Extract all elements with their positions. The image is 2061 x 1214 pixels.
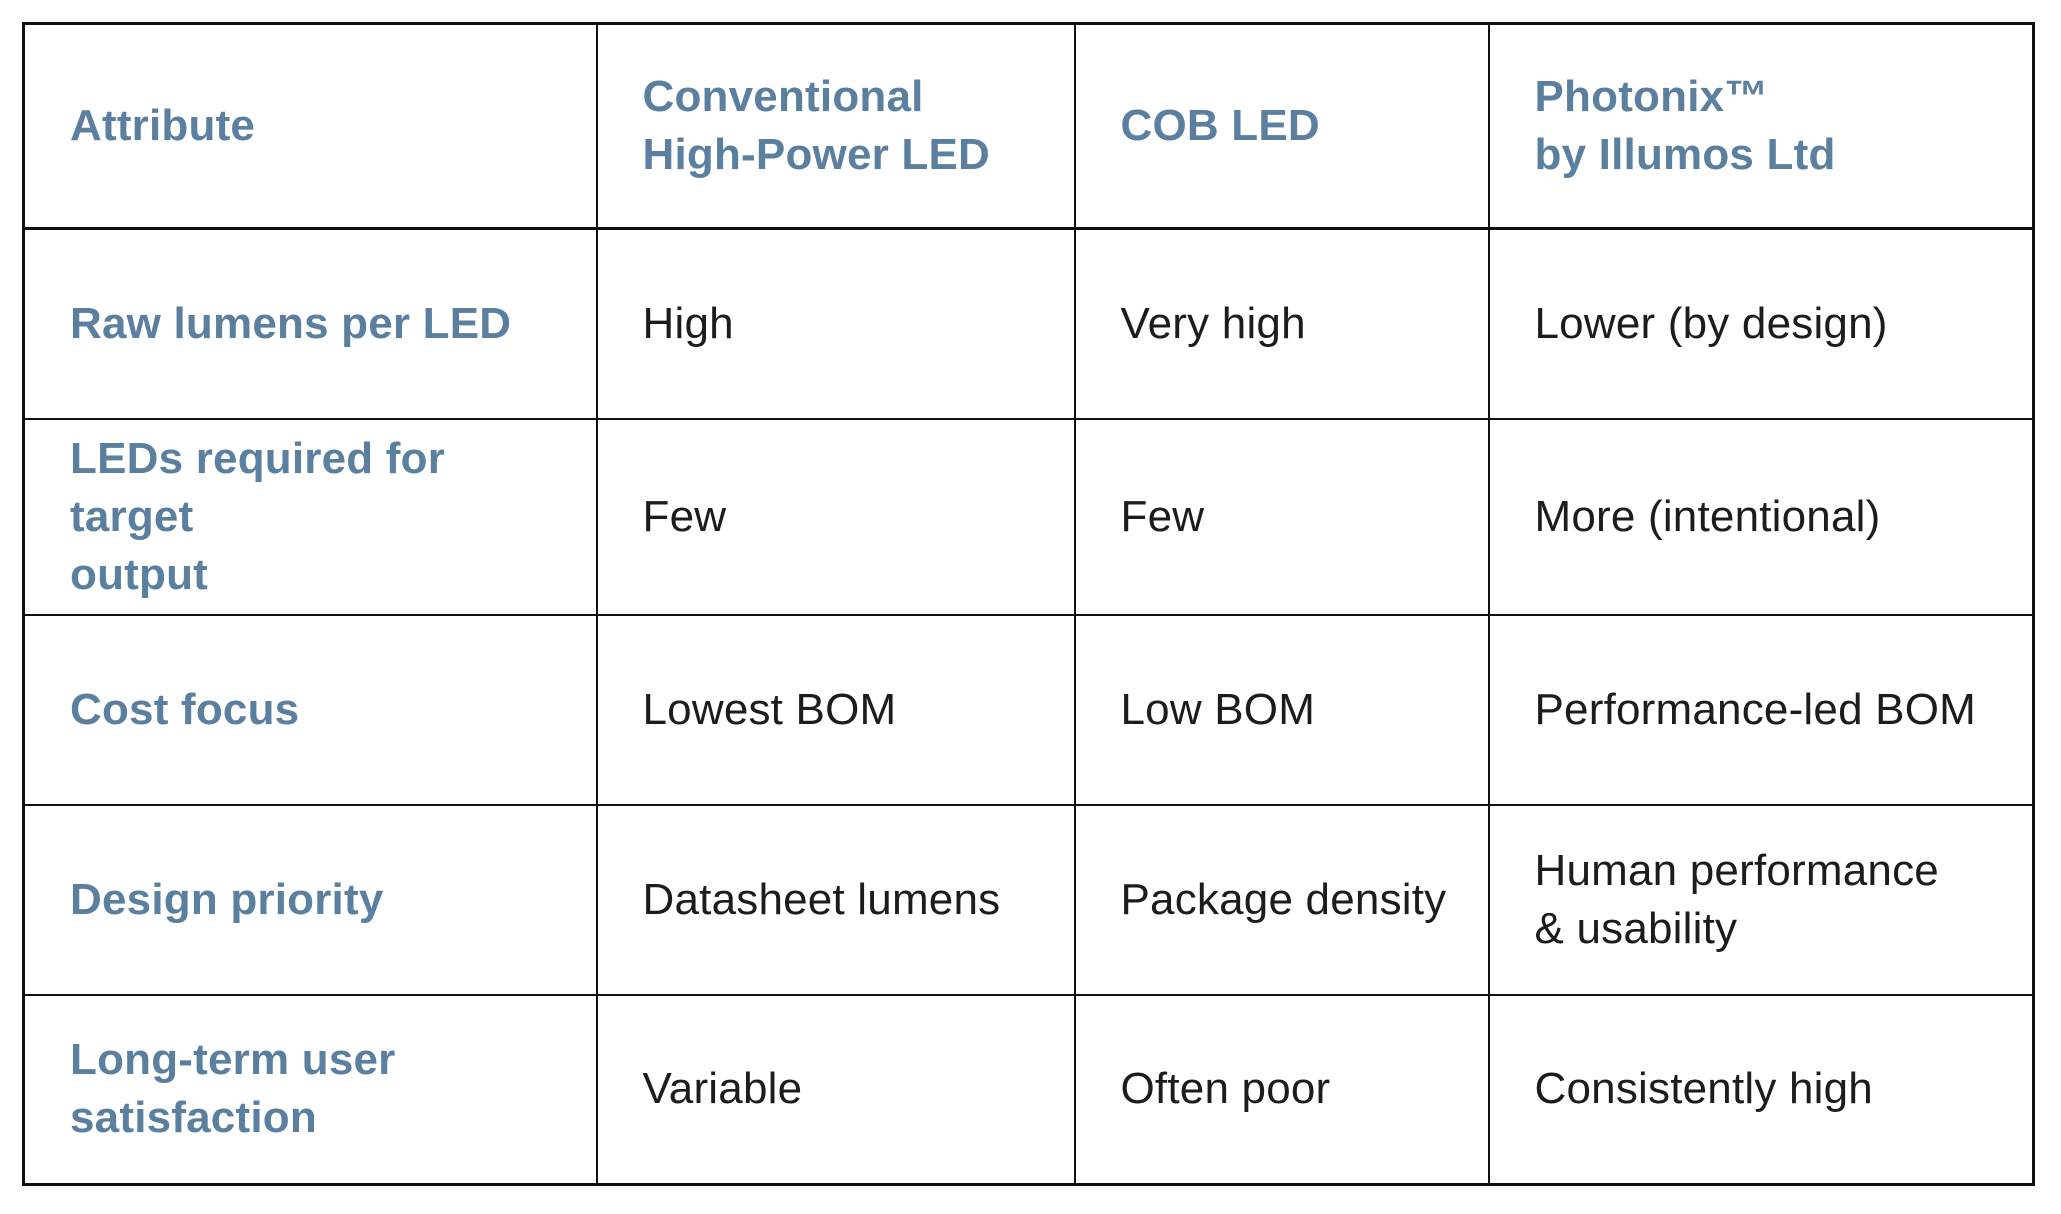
cell-value: Few — [1073, 417, 1490, 616]
header-cell-attribute: Attribute — [22, 22, 598, 230]
header-cell-cob-led: COB LED — [1073, 22, 1490, 230]
table-row-design-priority: Design priority Datasheet lumens Package… — [22, 803, 2035, 996]
row-label: Design priority — [22, 803, 598, 996]
row-label: LEDs required for target output — [22, 417, 598, 616]
cell-value: Very high — [1073, 227, 1490, 420]
cell-value: Performance-led BOM — [1487, 613, 2035, 806]
cell-value: Low BOM — [1073, 613, 1490, 806]
row-label: Cost focus — [22, 613, 598, 806]
cell-value: Package density — [1073, 803, 1490, 996]
cell-value: Datasheet lumens — [595, 803, 1076, 996]
table-row-raw-lumens: Raw lumens per LED High Very high Lower … — [22, 227, 2035, 420]
cell-value: Lowest BOM — [595, 613, 1076, 806]
comparison-table: Attribute Conventional High-Power LED CO… — [22, 22, 2035, 1187]
table-row-user-satisfaction: Long-term user satisfaction Variable Oft… — [22, 993, 2035, 1186]
cell-value: Few — [595, 417, 1076, 616]
table-header-row: Attribute Conventional High-Power LED CO… — [22, 22, 2035, 230]
cell-value: Variable — [595, 993, 1076, 1186]
cell-value: High — [595, 227, 1076, 420]
table-row-leds-required: LEDs required for target output Few Few … — [22, 417, 2035, 616]
header-cell-photonix: Photonix™ by Illumos Ltd — [1487, 22, 2035, 230]
cell-value: Human performance & usability — [1487, 803, 2035, 996]
table-row-cost-focus: Cost focus Lowest BOM Low BOM Performanc… — [22, 613, 2035, 806]
cell-value: More (intentional) — [1487, 417, 2035, 616]
cell-value: Lower (by design) — [1487, 227, 2035, 420]
row-label: Long-term user satisfaction — [22, 993, 598, 1186]
header-cell-conventional-led: Conventional High-Power LED — [595, 22, 1076, 230]
cell-value: Consistently high — [1487, 993, 2035, 1186]
row-label: Raw lumens per LED — [22, 227, 598, 420]
cell-value: Often poor — [1073, 993, 1490, 1186]
